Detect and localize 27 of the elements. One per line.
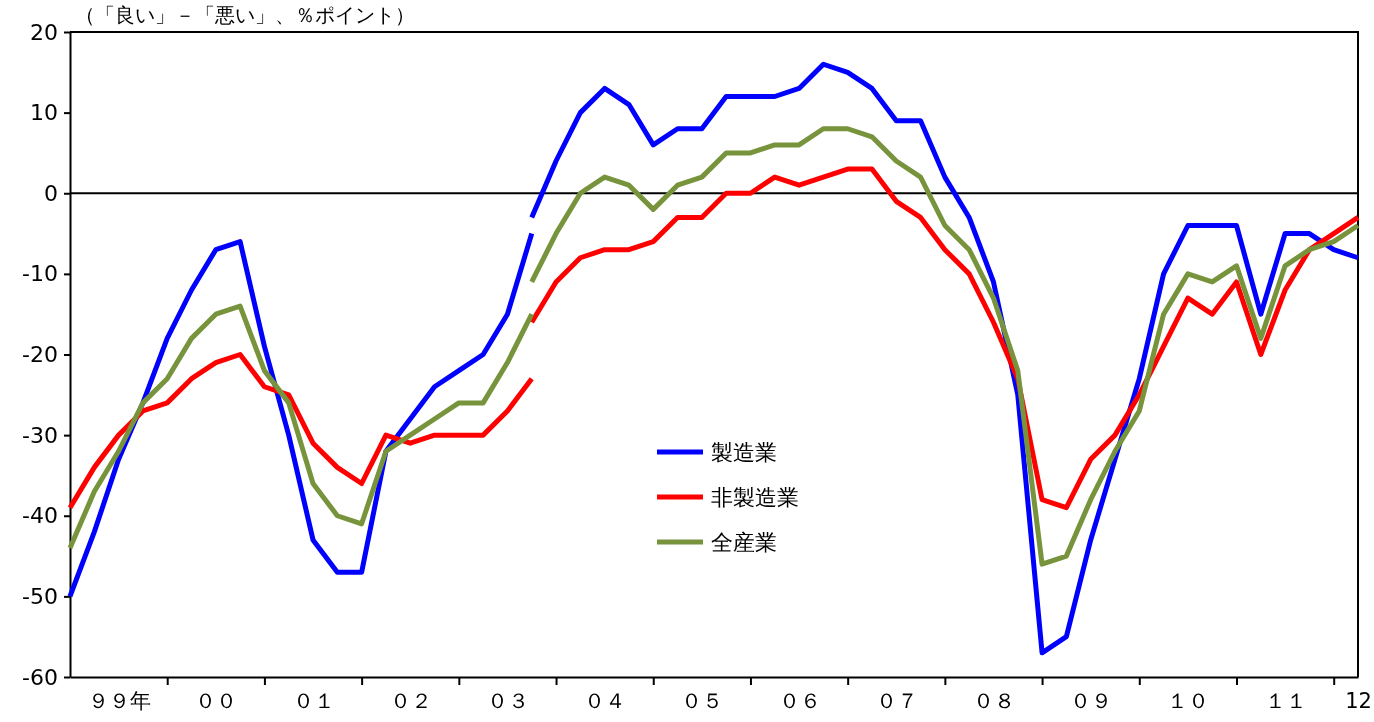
y-tick-label: -10	[22, 261, 58, 287]
y-tick-label: 20	[30, 19, 58, 45]
x-tick-label: １１	[1264, 688, 1307, 713]
y-tick-label: -60	[22, 664, 58, 690]
x-tick-label: ０８	[972, 688, 1015, 713]
x-tick-label: ０１	[292, 688, 335, 713]
x-tick-label: ０６	[778, 688, 821, 713]
x-tick-label: ０３	[486, 688, 529, 713]
y-tick-label: -20	[22, 342, 58, 368]
x-tick-label: ００	[195, 688, 238, 713]
x-tick-label: ９９年	[87, 688, 151, 713]
x-tick-label: ０２	[389, 688, 432, 713]
y-tick-label: 0	[44, 180, 58, 206]
x-tick-label: ０４	[584, 688, 627, 713]
y-tick-label: -30	[22, 422, 58, 448]
y-tick-label: 10	[30, 100, 58, 126]
x-tick-label: ０５	[681, 688, 724, 713]
y-tick-label: -40	[22, 503, 58, 529]
x-tick-label: 12	[1345, 688, 1372, 713]
x-tick-label: ０９	[1070, 688, 1113, 713]
y-tick-label: -50	[22, 583, 58, 609]
legend-label: 非製造業	[711, 485, 799, 510]
x-tick-label: ０７	[875, 688, 918, 713]
x-tick-label: １０	[1167, 688, 1210, 713]
legend-label: 製造業	[711, 440, 777, 465]
legend-label: 全産業	[711, 530, 777, 555]
y-axis-title: （「良い」－「悪い」、％ポイント）	[75, 3, 415, 27]
